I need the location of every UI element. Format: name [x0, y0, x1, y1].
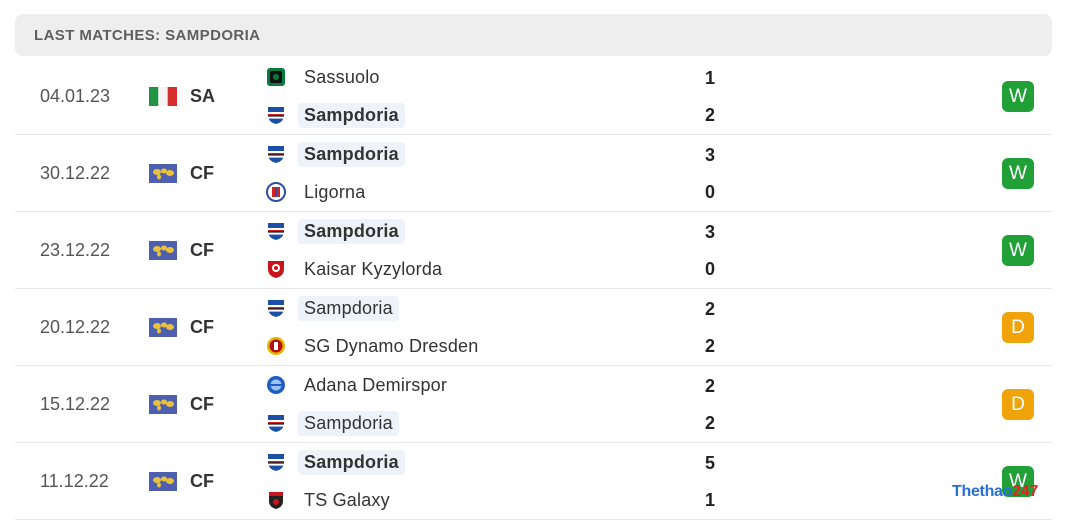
- match-date: 30.12.22: [40, 162, 111, 183]
- sampdoria-crest-icon: [268, 146, 284, 163]
- match-row[interactable]: 04.01.23 SA Sassuolo Sampdoria: [15, 58, 1052, 135]
- match-row[interactable]: 20.12.22 CF Sampdoria SG: [15, 289, 1052, 366]
- watermark-number: 247: [1012, 483, 1038, 500]
- kaisar-crest-icon: [268, 261, 284, 278]
- match-date: 11.12.22: [40, 470, 109, 491]
- match-date: 20.12.22: [40, 316, 111, 337]
- matches-list: 04.01.23 SA Sassuolo Sampdoria: [15, 58, 1052, 520]
- team-name: TS Galaxy: [304, 489, 390, 510]
- result-badge: W: [1002, 81, 1034, 112]
- competition-label[interactable]: CF: [190, 316, 214, 337]
- match-row[interactable]: 11.12.22 CF Sampdoria TS: [15, 443, 1052, 520]
- competition-label[interactable]: CF: [190, 470, 214, 491]
- sassuolo-crest-icon: [267, 68, 285, 86]
- away-score: 2: [704, 105, 715, 125]
- result-badge: W: [1002, 466, 1034, 497]
- world-map-flag-icon: [149, 164, 177, 183]
- result-badge: W: [1002, 235, 1034, 266]
- result-badge: D: [1002, 312, 1034, 343]
- home-score: 2: [704, 376, 715, 396]
- home-team[interactable]: Adana Demirspor: [265, 371, 453, 399]
- away-team[interactable]: SG Dynamo Dresden: [265, 332, 484, 360]
- team-name: Sampdoria: [298, 141, 405, 167]
- world-map-flag-icon: [149, 472, 177, 491]
- away-score: 1: [704, 490, 715, 510]
- home-team[interactable]: Sampdoria: [265, 448, 405, 476]
- section-header: LAST MATCHES: SAMPDORIA: [15, 14, 1052, 56]
- away-team[interactable]: TS Galaxy: [265, 486, 396, 514]
- home-score: 1: [704, 68, 715, 88]
- home-score: 3: [704, 222, 715, 242]
- competition-label[interactable]: CF: [190, 239, 214, 260]
- team-name: SG Dynamo Dresden: [304, 335, 479, 356]
- section-title: LAST MATCHES: SAMPDORIA: [34, 26, 261, 44]
- home-team[interactable]: Sampdoria: [265, 217, 405, 245]
- ts-galaxy-crest-icon: [269, 492, 283, 509]
- match-row[interactable]: 15.12.22 CF Adana Demirspor: [15, 366, 1052, 443]
- match-row[interactable]: 23.12.22 CF Sampdoria Ka: [15, 212, 1052, 289]
- away-score: 2: [704, 413, 715, 433]
- world-map-flag-icon: [149, 241, 177, 260]
- home-score: 2: [704, 299, 715, 319]
- home-team[interactable]: Sassuolo: [265, 63, 386, 91]
- team-name: Adana Demirspor: [304, 374, 448, 395]
- away-team[interactable]: Sampdoria: [265, 409, 399, 437]
- match-date: 04.01.23: [40, 85, 111, 106]
- result-badge: D: [1002, 389, 1034, 420]
- ligorna-crest-icon: [266, 182, 286, 202]
- team-name: Sampdoria: [298, 295, 399, 321]
- home-score: 3: [704, 145, 715, 165]
- match-date: 23.12.22: [40, 239, 111, 260]
- adana-demirspor-crest-icon: [267, 376, 285, 394]
- watermark-text: Thethao: [952, 483, 1013, 500]
- away-score: 0: [704, 182, 715, 202]
- home-team[interactable]: Sampdoria: [265, 140, 405, 168]
- team-name: Sampdoria: [298, 449, 405, 475]
- watermark: Thethao247: [952, 483, 1038, 501]
- result-badge: W: [1002, 158, 1034, 189]
- world-map-flag-icon: [149, 318, 177, 337]
- away-score: 2: [704, 336, 715, 356]
- away-team[interactable]: Ligorna: [265, 178, 371, 206]
- dynamo-dresden-crest-icon: [267, 337, 285, 355]
- sampdoria-crest-icon: [268, 300, 284, 317]
- away-team[interactable]: Kaisar Kyzylorda: [265, 255, 448, 283]
- match-date: 15.12.22: [40, 393, 111, 414]
- team-name: Ligorna: [304, 181, 366, 202]
- competition-label[interactable]: SA: [190, 85, 216, 106]
- sampdoria-crest-icon: [268, 223, 284, 240]
- world-map-flag-icon: [149, 395, 177, 414]
- away-score: 0: [704, 259, 715, 279]
- competition-label[interactable]: CF: [190, 162, 214, 183]
- home-score: 5: [704, 453, 715, 473]
- team-name: Sampdoria: [298, 102, 405, 128]
- italy-flag-icon: [149, 87, 177, 106]
- sampdoria-crest-icon: [268, 107, 284, 124]
- team-name: Sassuolo: [304, 66, 380, 87]
- team-name: Sampdoria: [298, 218, 405, 244]
- team-name: Sampdoria: [298, 410, 399, 436]
- away-team[interactable]: Sampdoria: [265, 101, 405, 129]
- home-team[interactable]: Sampdoria: [265, 294, 399, 322]
- competition-label[interactable]: CF: [190, 393, 214, 414]
- sampdoria-crest-icon: [268, 415, 284, 432]
- match-row[interactable]: 30.12.22 CF Sampdoria Li: [15, 135, 1052, 212]
- sampdoria-crest-icon: [268, 454, 284, 471]
- team-name: Kaisar Kyzylorda: [304, 258, 443, 279]
